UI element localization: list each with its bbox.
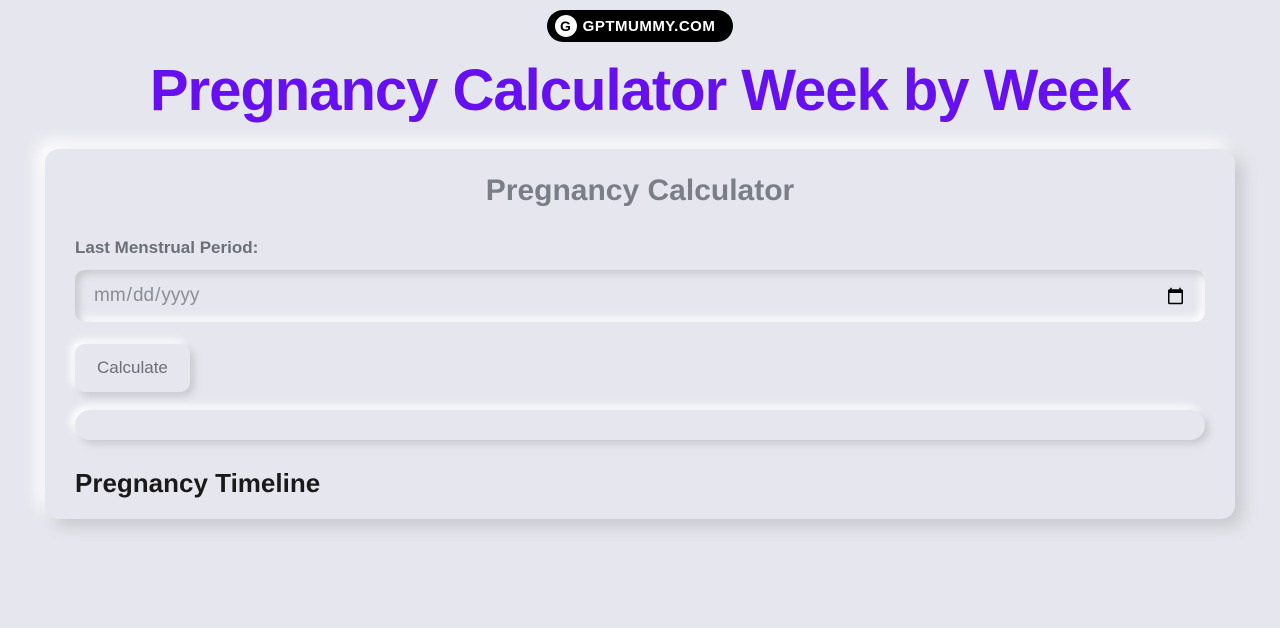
calculator-card: Pregnancy Calculator Last Menstrual Peri… bbox=[45, 149, 1235, 519]
card-title: Pregnancy Calculator bbox=[75, 174, 1205, 208]
lmp-label: Last Menstrual Period: bbox=[75, 238, 1205, 258]
calculate-button[interactable]: Calculate bbox=[75, 344, 190, 392]
logo-text: GPTMUMMY.COM bbox=[583, 18, 716, 35]
logo-icon: G bbox=[555, 15, 577, 37]
page-title: Pregnancy Calculator Week by Week bbox=[0, 57, 1280, 124]
brand-logo[interactable]: G GPTMUMMY.COM bbox=[547, 10, 734, 42]
lmp-date-input[interactable] bbox=[75, 270, 1205, 322]
logo-bar: G GPTMUMMY.COM bbox=[0, 0, 1280, 47]
timeline-title: Pregnancy Timeline bbox=[75, 468, 1205, 499]
progress-bar bbox=[75, 410, 1205, 440]
